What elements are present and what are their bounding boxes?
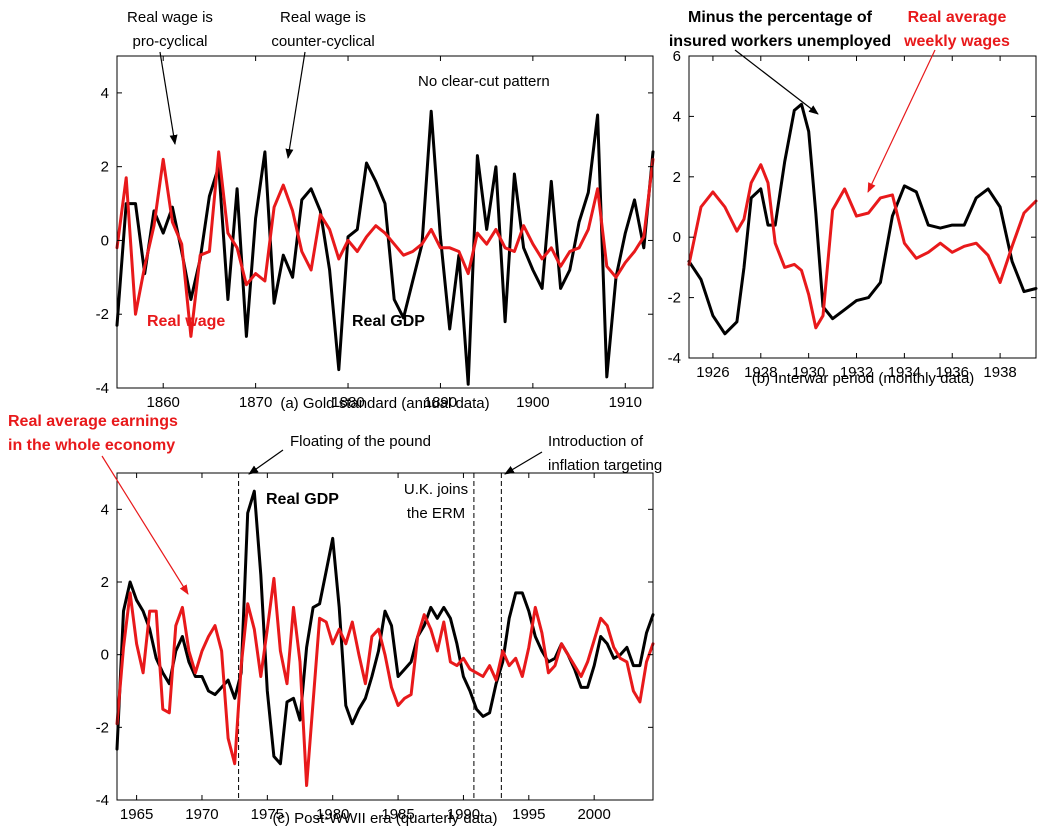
x-tick-label: 1980 [316, 806, 349, 823]
x-tick-label: 1910 [609, 394, 642, 411]
series-line-black [115, 109, 655, 386]
annotation-weekly-wages-line2: weekly wages [903, 33, 1010, 50]
panel-gold-standard: 1860 1870 1880 1890 1900 1910 -4 -2 0 2 4 [96, 55, 655, 411]
y-tick-label: 0 [101, 647, 109, 664]
x-tick-label: 1860 [147, 394, 180, 411]
x-tick-label: 1900 [516, 394, 549, 411]
arrow-countercyclical [285, 51, 306, 159]
arrow-procyclical [159, 51, 178, 145]
x-tick-label: 1990 [447, 806, 480, 823]
annotation-erm-line2: the ERM [407, 505, 465, 522]
arrow-inflation-targeting [504, 451, 543, 475]
y-tick-label: 0 [673, 229, 681, 246]
annotation-countercyclical-line2: counter-cyclical [271, 33, 374, 50]
x-tick-label: 1890 [424, 394, 457, 411]
caption-b: (b) Interwar period (monthly data) [752, 370, 975, 387]
x-tick-label: 1880 [331, 394, 364, 411]
y-tick-label: -4 [668, 350, 681, 367]
series-line-red [115, 576, 655, 787]
caption-c: (c) Post-WWII era (quarterly data) [272, 810, 497, 827]
annotation-countercyclical-line1: Real wage is [280, 9, 366, 26]
label-real-gdp-a: Real GDP [352, 313, 425, 330]
x-tick-label: 1936 [936, 364, 969, 381]
annotation-unemployed-line2: insured workers unemployed [669, 33, 891, 50]
axes-frame [116, 55, 654, 389]
annotation-unemployed-line1: Minus the percentage of [688, 9, 873, 26]
annotation-procyclical-line2: pro-cyclical [132, 33, 207, 50]
y-tick-label: -4 [96, 380, 109, 397]
annotation-no-pattern: No clear-cut pattern [418, 73, 550, 90]
annotation-weekly-wages-line1: Real average [908, 9, 1007, 26]
arrow-unemployed [734, 49, 819, 115]
y-tick-label: -2 [96, 719, 109, 736]
x-tick-label: 1975 [251, 806, 284, 823]
annotation-earnings-line2: in the whole economy [8, 437, 175, 454]
label-real-wage: Real wage [147, 313, 225, 330]
x-tick-label: 1926 [696, 364, 729, 381]
x-tick-label: 1965 [120, 806, 153, 823]
y-tick-label: 4 [101, 501, 109, 518]
arrow-floating-pound [248, 449, 284, 475]
series-line-black [115, 489, 655, 766]
annotation-inflation-line2: inflation targeting [548, 457, 662, 474]
x-tick-label: 2000 [577, 806, 610, 823]
y-tick-label: 6 [673, 48, 681, 65]
annotation-floating-pound: Floating of the pound [290, 433, 431, 450]
series-line-red [115, 150, 655, 338]
x-tick-label: 1938 [983, 364, 1016, 381]
x-tick-label: 1995 [512, 806, 545, 823]
y-tick-label: 0 [101, 232, 109, 249]
x-tick-label: 1928 [744, 364, 777, 381]
annotation-erm-line1: U.K. joins [404, 481, 468, 498]
panel-interwar: 1926 1928 1930 1932 1934 1936 1938 -4 -2 0 2 4 6 [668, 48, 1038, 381]
caption-a: (a) Gold standard (annual data) [280, 395, 489, 412]
panel-post-wwii: 1965 1970 1975 1980 1985 1990 1995 2000 -4 -2 0 2 4 [96, 472, 655, 823]
annotation-procyclical-line1: Real wage is [127, 9, 213, 26]
x-tick-label: 1870 [239, 394, 272, 411]
y-tick-label: 2 [101, 574, 109, 591]
label-real-gdp-c: Real GDP [266, 491, 339, 508]
y-tick-label: 4 [673, 108, 681, 125]
y-tick-label: -4 [96, 792, 109, 809]
y-tick-label: -2 [668, 290, 681, 307]
series-line-red [687, 163, 1038, 330]
x-tick-label: 1930 [792, 364, 825, 381]
arrow-weekly-wages [867, 49, 936, 193]
arrow-earnings [101, 455, 189, 595]
annotation-earnings-line1: Real average earnings [8, 413, 178, 430]
axes-frame [116, 472, 654, 801]
x-tick-label: 1985 [381, 806, 414, 823]
axes-frame [688, 55, 1037, 359]
annotation-inflation-line1: Introduction of [548, 433, 644, 450]
y-tick-label: 2 [673, 169, 681, 186]
y-tick-label: 4 [101, 85, 109, 102]
x-tick-label: 1970 [185, 806, 218, 823]
y-tick-label: -2 [96, 306, 109, 323]
series-line-black [687, 102, 1038, 336]
x-tick-label: 1932 [840, 364, 873, 381]
x-tick-label: 1934 [888, 364, 921, 381]
y-tick-label: 2 [101, 159, 109, 176]
